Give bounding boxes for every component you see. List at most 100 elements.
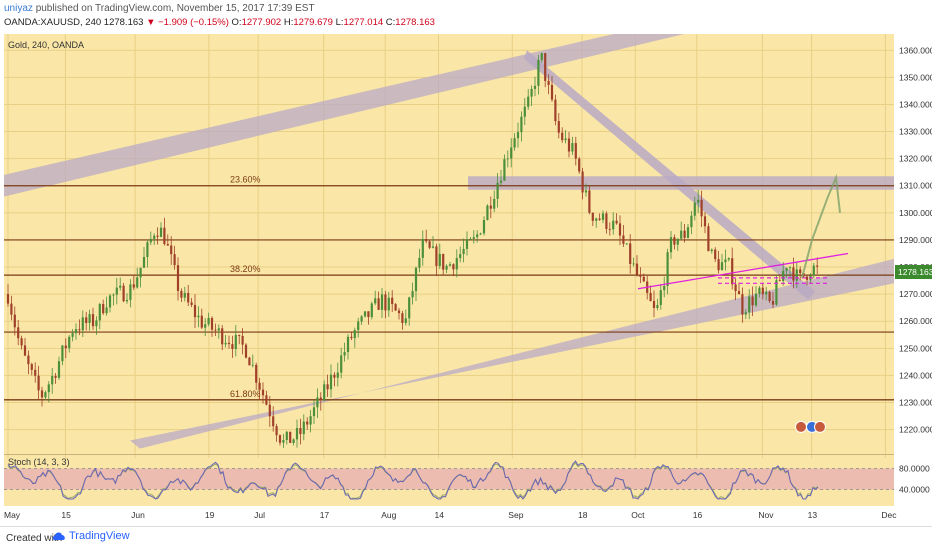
y-tick-label: 1310.000 xyxy=(899,181,932,191)
cloud-icon xyxy=(52,532,65,540)
candle-body xyxy=(598,218,601,220)
candle-body xyxy=(421,239,424,258)
current-price-tag xyxy=(895,265,932,280)
candle-body xyxy=(289,431,292,443)
candle-body xyxy=(85,317,88,324)
y-tick-label: 1350.000 xyxy=(899,72,932,82)
y-tick-label: 1300.000 xyxy=(899,208,932,218)
candle-body xyxy=(564,138,567,141)
candle-body xyxy=(336,372,339,378)
candle-body xyxy=(299,428,302,435)
candle-body xyxy=(792,267,795,281)
candle-body xyxy=(221,328,224,345)
candle-body xyxy=(51,375,54,385)
chart-title: Gold, 240, OANDA xyxy=(8,40,84,50)
candle-body xyxy=(455,258,458,270)
candle-body xyxy=(452,264,455,270)
x-tick-label: 15 xyxy=(61,510,71,520)
candle-body xyxy=(302,421,305,435)
candle-body xyxy=(44,392,47,398)
candle-body xyxy=(510,147,513,159)
economic-event-icon[interactable] xyxy=(814,420,826,433)
candle-body xyxy=(612,220,615,230)
candle-body xyxy=(241,335,244,345)
candle-body xyxy=(166,244,169,246)
candle-body xyxy=(57,361,61,378)
candle-body xyxy=(557,121,560,133)
candle-body xyxy=(714,249,717,260)
tradingview-logo[interactable]: TradingView xyxy=(52,530,130,542)
candle-body xyxy=(333,374,336,378)
candle-body xyxy=(285,431,288,441)
candle-body xyxy=(530,88,533,97)
candle-body xyxy=(391,297,394,305)
candle-body xyxy=(68,336,71,349)
candle-body xyxy=(707,226,710,252)
candle-body xyxy=(292,439,295,443)
economic-event-icon[interactable] xyxy=(795,420,807,433)
candle-body xyxy=(805,276,809,280)
candle-body xyxy=(408,297,411,319)
candle-body xyxy=(782,270,785,282)
price-chart[interactable]: 23.60% 38.20% 61.80% 1220.000 1230.000 1240.… xyxy=(0,34,932,526)
candle-body xyxy=(119,285,122,288)
candle-body xyxy=(13,314,16,328)
candle-body xyxy=(142,257,146,268)
candle-body xyxy=(47,384,50,393)
candle-body xyxy=(788,267,792,269)
candle-body xyxy=(418,257,421,268)
candle-body xyxy=(673,237,676,245)
candle-body xyxy=(190,302,193,305)
candle-body xyxy=(520,116,523,133)
candle-body xyxy=(255,364,258,383)
candle-body xyxy=(207,317,210,325)
candle-body xyxy=(771,301,775,305)
candle-body xyxy=(703,216,707,227)
candle-body xyxy=(122,285,125,302)
author-link[interactable]: uniyaz xyxy=(4,3,33,14)
candle-body xyxy=(81,317,84,331)
candle-body xyxy=(156,235,159,237)
candle-body xyxy=(384,294,387,311)
candle-body xyxy=(244,344,248,358)
publish-info: uniyaz published on TradingView.com, Nov… xyxy=(4,3,315,14)
candle-body xyxy=(238,334,241,336)
candle-body xyxy=(816,265,819,267)
candle-body xyxy=(445,265,448,270)
candle-body xyxy=(108,295,112,308)
candle-body xyxy=(533,85,537,89)
candle-body xyxy=(170,245,173,255)
candle-body xyxy=(710,249,713,252)
candle-body xyxy=(693,202,696,216)
candle-body xyxy=(768,291,771,302)
stoch-k-line xyxy=(7,460,819,500)
candle-body xyxy=(649,292,652,301)
x-tick-label: Jun xyxy=(131,510,145,520)
x-tick-label: May xyxy=(4,510,21,520)
candle-body xyxy=(197,315,200,318)
candle-body xyxy=(377,298,380,310)
candle-body xyxy=(479,233,482,235)
candle-body xyxy=(295,428,299,440)
candle-body xyxy=(17,327,20,339)
candle-body xyxy=(329,374,333,390)
candle-body xyxy=(499,180,503,183)
candle-body xyxy=(319,397,322,401)
candle-body xyxy=(578,158,581,172)
candle-body xyxy=(363,311,367,317)
candle-body xyxy=(744,312,747,315)
candle-body xyxy=(544,53,547,81)
candle-body xyxy=(663,286,666,291)
candle-body xyxy=(367,311,370,318)
publish-text: published on TradingView.com, November 1… xyxy=(35,3,315,14)
candle-body xyxy=(683,230,686,238)
brand-label: TradingView xyxy=(69,530,130,542)
candle-body xyxy=(268,404,271,417)
candle-body xyxy=(258,382,261,390)
candle-body xyxy=(727,258,730,260)
candle-body xyxy=(340,355,343,373)
candle-body xyxy=(187,292,190,303)
candle-body xyxy=(234,334,237,349)
candle-body xyxy=(210,317,214,330)
ohlc-bar: OANDA:XAUUSD, 240 1278.163 ▼ −1.909 (−0.… xyxy=(4,17,435,28)
